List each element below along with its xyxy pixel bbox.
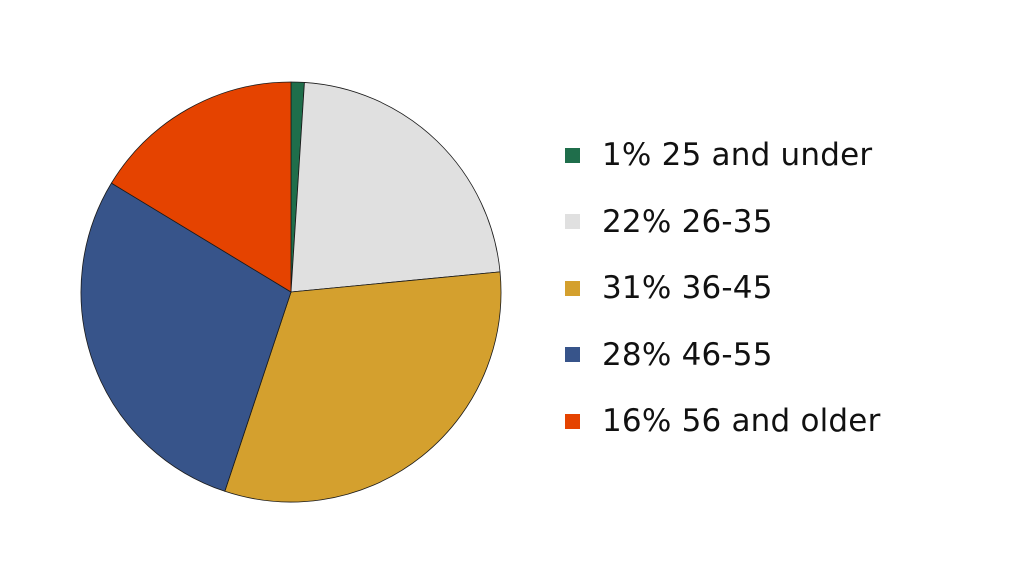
legend-percent: 16% [602, 403, 672, 439]
legend-label: 31% 36-45 [602, 270, 773, 306]
legend-swatch-icon [565, 147, 580, 163]
legend-label: 22% 26-35 [602, 204, 773, 240]
legend-percent: 22% [602, 203, 672, 240]
pie-slice-2 [290, 82, 501, 293]
legend-category: 46-55 [681, 336, 773, 373]
legend-swatch-icon [565, 347, 580, 362]
legend-item-5: 16% 56 and older [565, 398, 1005, 444]
legend-item-1: 1% 25 and under [565, 132, 1005, 178]
legend-item-2: 22% 26-35 [565, 199, 1005, 245]
legend-swatch-icon [565, 280, 580, 296]
legend-swatch-icon [565, 214, 580, 229]
legend-category: 26-35 [681, 203, 773, 240]
legend-item-3: 31% 36-45 [565, 265, 1005, 311]
chart-legend: 1% 25 and under 22% 26-35 31% 36-45 28% 46-… [565, 132, 1005, 465]
legend-percent: 28% [602, 336, 672, 373]
pie-slice-3 [224, 271, 502, 503]
legend-label: 1% 25 and under [602, 137, 872, 173]
legend-label: 28% 46-55 [602, 337, 773, 373]
legend-percent: 1% [602, 137, 652, 173]
legend-item-4: 28% 46-55 [565, 332, 1005, 378]
legend-percent: 31% [602, 270, 672, 306]
legend-label: 16% 56 and older [602, 403, 881, 439]
legend-category: 36-45 [681, 270, 773, 306]
pie-slice-5 [111, 81, 292, 293]
legend-category: 25 and under [661, 137, 873, 173]
pie-slices [80, 81, 502, 503]
legend-swatch-icon [565, 413, 580, 429]
legend-category: 56 and older [681, 403, 881, 439]
